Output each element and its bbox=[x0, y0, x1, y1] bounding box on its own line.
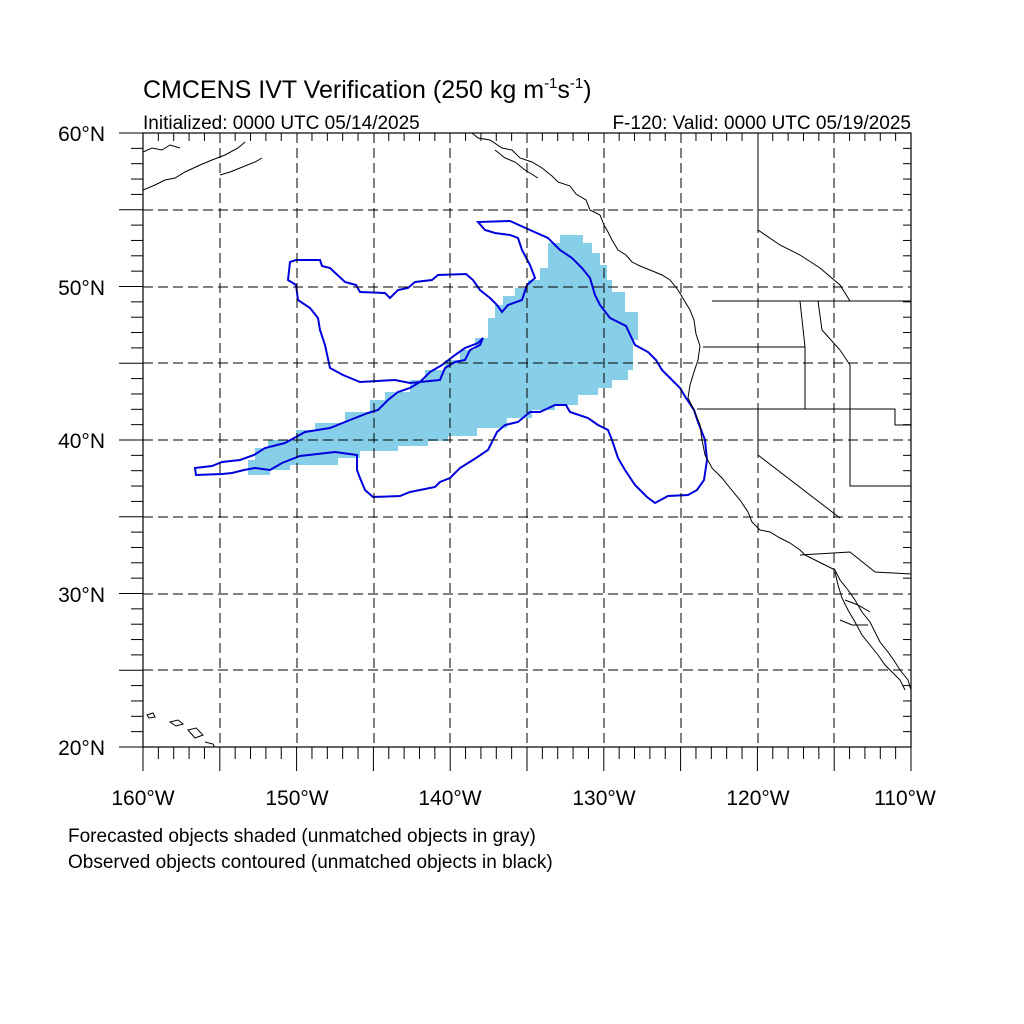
gridlines bbox=[143, 133, 911, 747]
lat-label-40n: 40°N bbox=[58, 430, 105, 453]
north-america-west-coastline bbox=[471, 133, 911, 691]
lat-label-60n: 60°N bbox=[58, 123, 105, 146]
init-time-label: Initialized: 0000 UTC 05/14/2025 bbox=[143, 113, 420, 134]
lon-label-150w: 150°W bbox=[265, 787, 328, 810]
observed-legend-note: Observed objects contoured (unmatched ob… bbox=[68, 852, 553, 873]
canada-province-border bbox=[757, 133, 851, 302]
us-state-borders bbox=[697, 300, 911, 575]
lat-label-50n: 50°N bbox=[58, 277, 105, 300]
map-title: CMCENS IVT Verification (250 kg m-1s-1) bbox=[143, 75, 592, 104]
axis-ticks bbox=[119, 132, 912, 771]
hawaii-islands bbox=[146, 712, 216, 747]
lon-label-140w: 140°W bbox=[418, 787, 481, 810]
lon-label-160w: 160°W bbox=[111, 787, 174, 810]
lat-label-30n: 30°N bbox=[58, 584, 105, 607]
lon-label-110w: 110°W bbox=[874, 787, 936, 810]
lon-label-130w: 130°W bbox=[572, 787, 635, 810]
lon-label-120w: 120°W bbox=[726, 787, 789, 810]
lat-axis-labels: 60°N 50°N 40°N 30°N 20°N bbox=[58, 123, 105, 760]
forecast-legend-note: Forecasted objects shaded (unmatched obj… bbox=[68, 826, 536, 847]
alaska-coastline bbox=[143, 141, 539, 191]
baja-california-coastline bbox=[834, 571, 906, 691]
lat-label-20n: 20°N bbox=[58, 737, 105, 760]
forecast-object-shading bbox=[248, 235, 638, 475]
valid-time-label: F-120: Valid: 0000 UTC 05/19/2025 bbox=[612, 113, 911, 134]
lon-axis-labels: 160°W 150°W 140°W 130°W 120°W 110°W bbox=[111, 787, 936, 810]
